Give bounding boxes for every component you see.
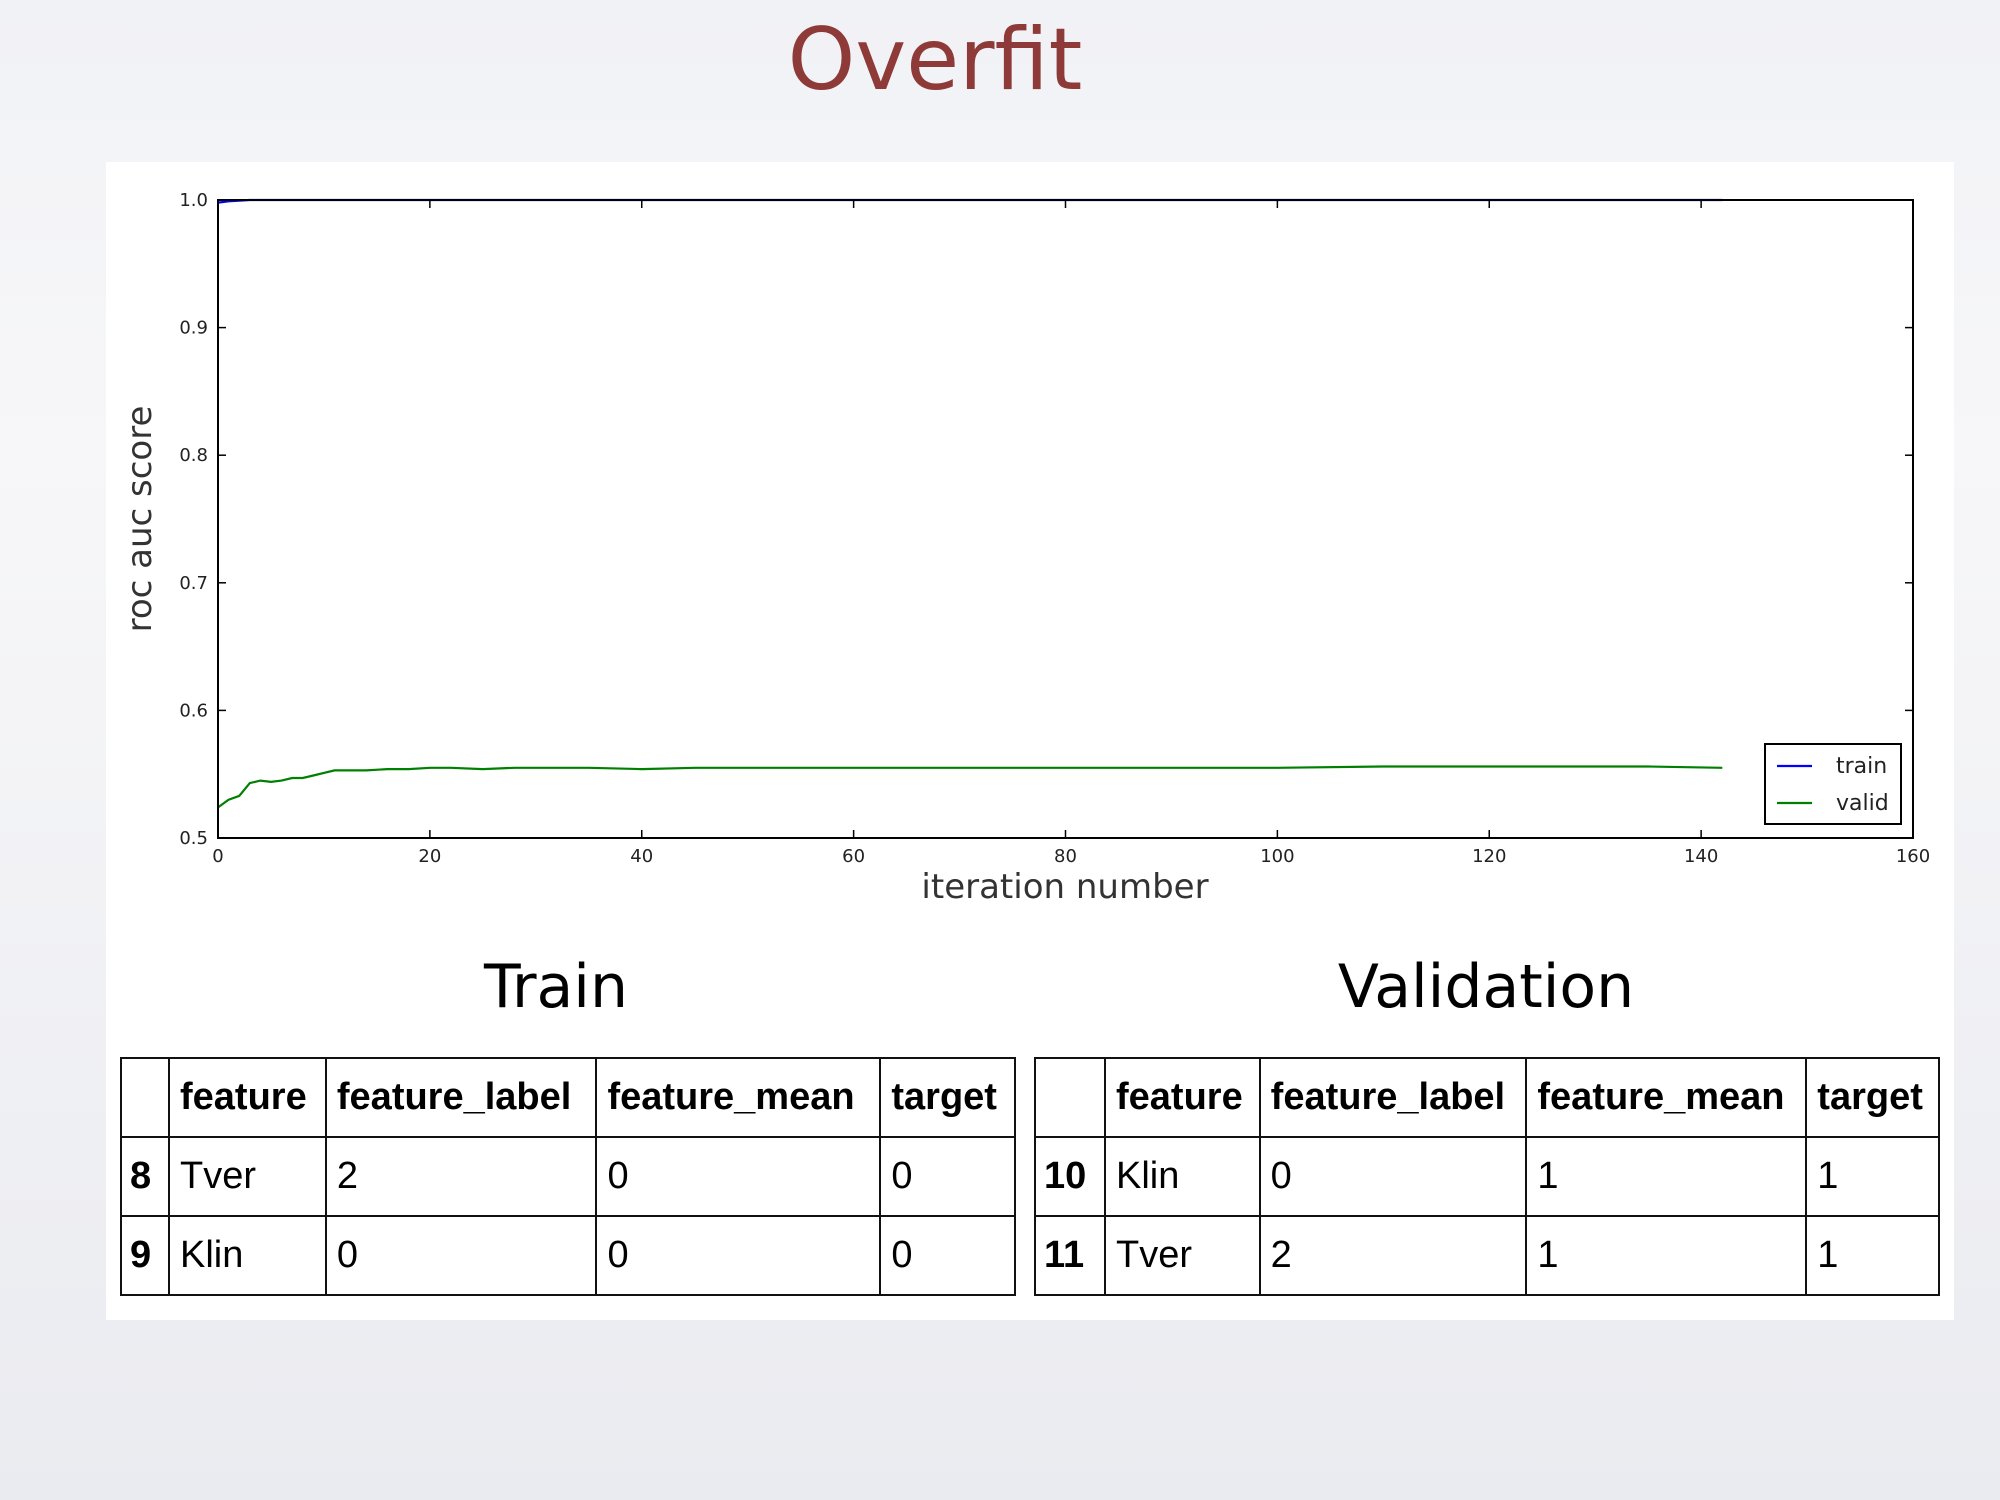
table-cell: 0: [595, 1136, 882, 1217]
column-header: target: [1805, 1057, 1940, 1138]
row-index: 10: [1034, 1136, 1106, 1217]
table-cell: Tver: [1104, 1215, 1261, 1296]
x-tick-label: 20: [418, 846, 441, 867]
x-tick-label: 140: [1684, 846, 1718, 867]
train-table: feature feature_label feature_mean targe…: [120, 1057, 1016, 1296]
table-row: 10 Klin 0 1 1: [1034, 1136, 1940, 1217]
legend-label-valid: valid: [1836, 791, 1889, 816]
table-cell: 1: [1525, 1136, 1808, 1217]
table-cell: 2: [324, 1136, 598, 1217]
table-cell: 1: [1805, 1136, 1940, 1217]
table-cell: 1: [1525, 1215, 1808, 1296]
table-cell: 0: [1258, 1136, 1528, 1217]
table-header-row: feature feature_label feature_mean targe…: [120, 1057, 1016, 1138]
content-panel: 0 20 40 60 80 100 120 140 160 0.5 0.6 0.7 0.8 0.9 1.0 …: [106, 162, 1954, 1320]
roc-auc-chart: 0 20 40 60 80 100 120 140 1600.50.60.70.80.91.0 …: [120, 190, 1930, 907]
x-tick-label: 120: [1472, 846, 1506, 867]
table-row: 11 Tver 2 1 1: [1034, 1215, 1940, 1296]
table-cell: Tver: [168, 1136, 327, 1217]
series-line-valid: [217, 765, 1723, 809]
x-tick-label: 0: [212, 846, 223, 867]
y-tick-label: 0.8: [179, 445, 208, 466]
table-row: 8 Tver 2 0 0: [120, 1136, 1016, 1217]
y-tick-label: 0.9: [179, 318, 208, 339]
legend-label-train: train: [1836, 754, 1887, 779]
y-tick-label: 0.7: [179, 573, 208, 594]
validation-table-title: Validation: [1337, 952, 1635, 1022]
table-cell: 1: [1805, 1215, 1940, 1296]
table-cell: 0: [879, 1136, 1016, 1217]
index-header: [1034, 1057, 1106, 1138]
x-tick-label: 40: [630, 846, 653, 867]
x-tick-label: 60: [842, 846, 865, 867]
column-header: feature_label: [1258, 1057, 1528, 1138]
x-tick-label: 100: [1260, 846, 1294, 867]
table-cell: Klin: [1104, 1136, 1261, 1217]
x-axis-label: iteration number: [921, 867, 1208, 907]
column-header: feature_label: [324, 1057, 598, 1138]
y-tick-label: 0.5: [179, 828, 208, 849]
table-cell: 0: [879, 1215, 1016, 1296]
y-tick-label: 1.0: [179, 190, 208, 211]
x-tick-label: 80: [1054, 846, 1077, 867]
row-index: 8: [120, 1136, 170, 1217]
train-table-title: Train: [484, 952, 628, 1022]
table-cell: 0: [595, 1215, 882, 1296]
column-header: feature: [168, 1057, 327, 1138]
row-index: 11: [1034, 1215, 1106, 1296]
table-cell: 2: [1258, 1215, 1528, 1296]
table-cell: 0: [324, 1215, 598, 1296]
y-axis-label: roc auc score: [120, 406, 160, 633]
column-header: feature_mean: [1525, 1057, 1808, 1138]
table-row: 9 Klin 0 0 0: [120, 1215, 1016, 1296]
table-cell: Klin: [168, 1215, 327, 1296]
y-tick-label: 0.6: [179, 700, 208, 721]
validation-table: feature feature_label feature_mean targe…: [1034, 1057, 1940, 1296]
plot-frame: [217, 199, 1914, 839]
row-index: 9: [120, 1215, 170, 1296]
chart-legend: train valid: [1764, 743, 1902, 825]
column-header: feature_mean: [595, 1057, 882, 1138]
table-header-row: feature feature_label feature_mean targe…: [1034, 1057, 1940, 1138]
x-tick-label: 160: [1896, 846, 1930, 867]
column-header: feature: [1104, 1057, 1261, 1138]
column-header: target: [879, 1057, 1016, 1138]
slide-title: Overfit: [787, 10, 1083, 110]
index-header: [120, 1057, 170, 1138]
